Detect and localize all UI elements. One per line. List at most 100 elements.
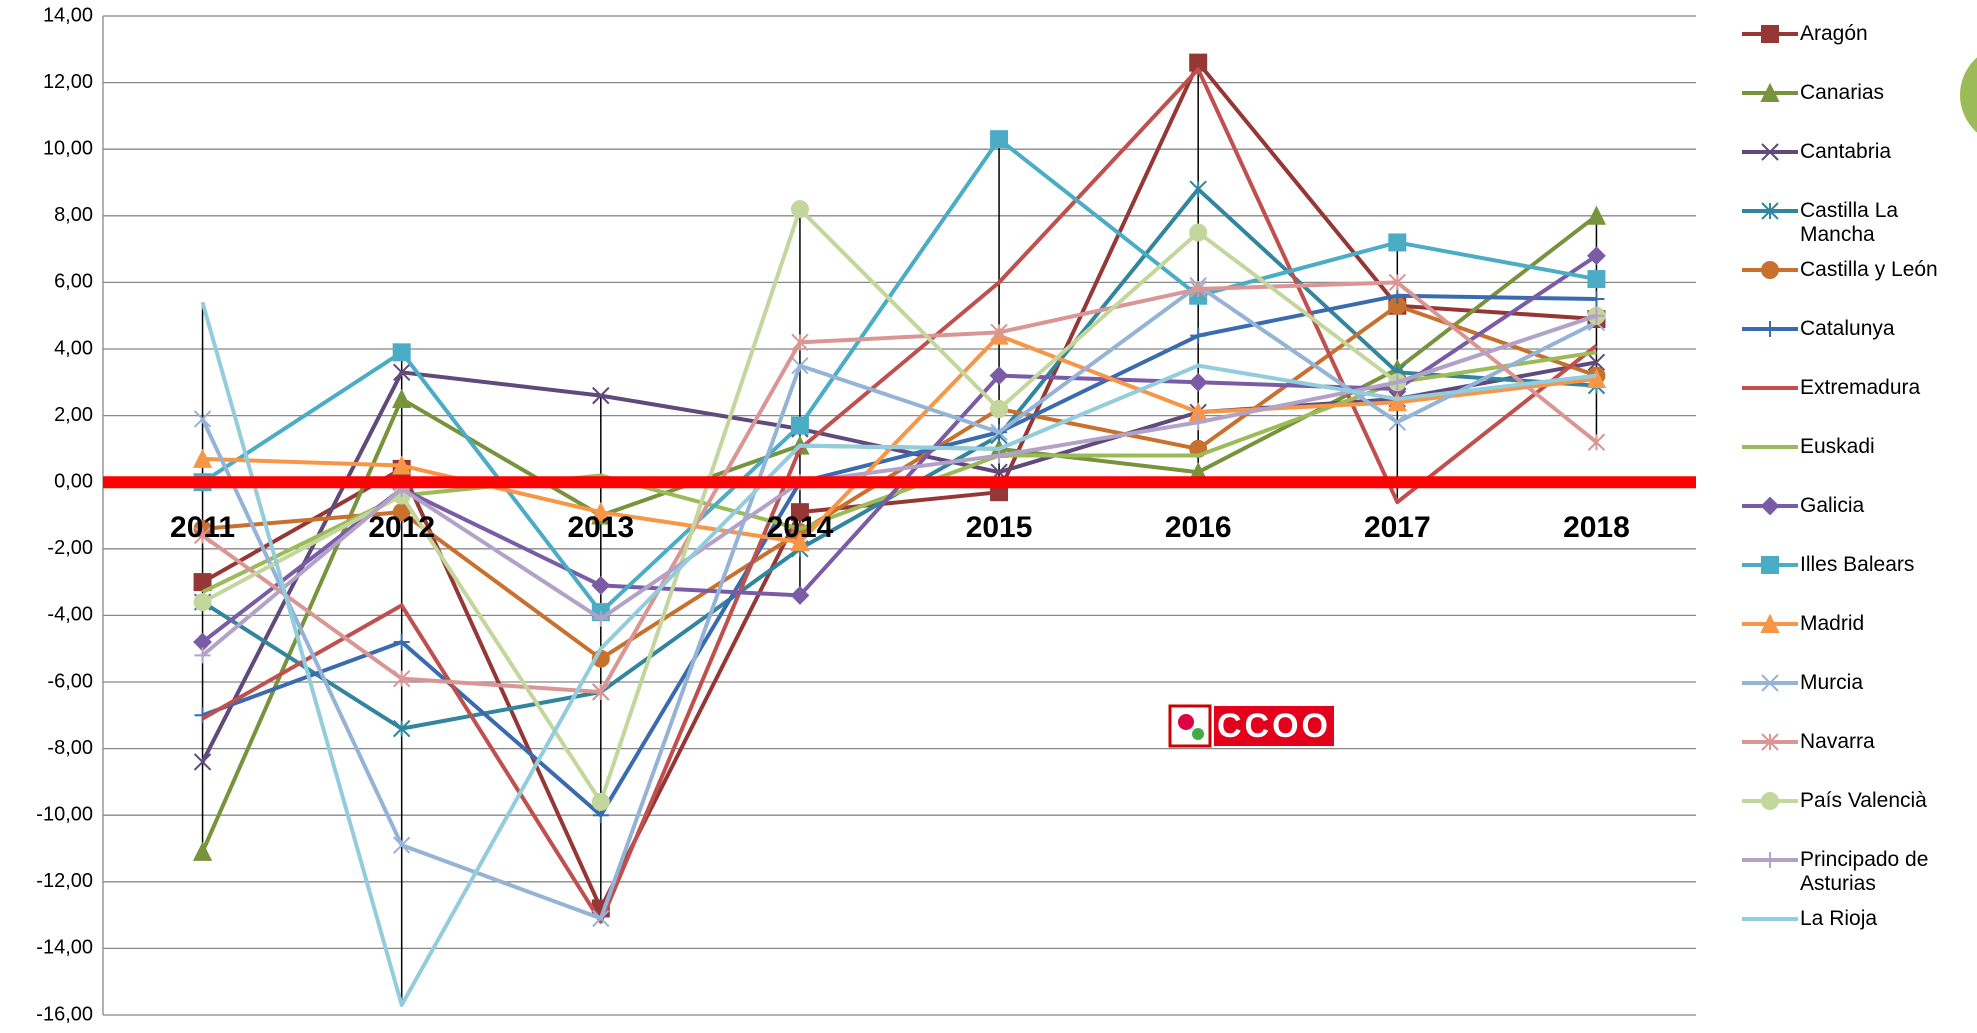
legend-symbol: [1742, 792, 1798, 810]
marker: [392, 669, 411, 688]
x-tick-label: 2014: [767, 511, 834, 544]
marker: [1388, 273, 1407, 292]
marker: [592, 683, 610, 701]
marker: [1761, 556, 1779, 574]
marker: [1587, 270, 1606, 289]
marker: [1762, 321, 1778, 337]
y-tick-label: -16,00: [36, 1003, 93, 1025]
marker: [790, 416, 809, 435]
legend-label: Castilla La Mancha: [1800, 199, 1899, 246]
marker: [1389, 374, 1406, 391]
marker: [1189, 180, 1207, 198]
y-tick-label: 12,00: [43, 71, 93, 93]
marker: [1190, 414, 1207, 431]
y-tick-label: 4,00: [54, 337, 93, 359]
y-tick-label: -2,00: [47, 537, 93, 559]
marker: [1761, 25, 1779, 43]
marker: [193, 526, 212, 545]
marker: [990, 130, 1009, 149]
legend-symbol: [1742, 674, 1798, 692]
legend-label: La Rioja: [1800, 907, 1878, 930]
marker: [1188, 372, 1208, 392]
legend-symbol: [1742, 202, 1798, 220]
logo-icon: [1178, 714, 1194, 730]
y-tick-label: 14,00: [43, 4, 93, 26]
series-line: [200, 283, 1598, 921]
marker: [392, 455, 412, 475]
y-tick-label: 8,00: [54, 204, 93, 226]
y-tick-label: 10,00: [43, 137, 93, 159]
legend-label: Cantabria: [1800, 140, 1892, 163]
marker: [392, 343, 411, 362]
marker: [1587, 433, 1606, 451]
marker: [990, 323, 1008, 342]
marker: [592, 610, 609, 627]
logo-box: [1214, 706, 1334, 746]
legend-symbol: [1742, 25, 1798, 43]
marker: [192, 448, 213, 468]
marker: [790, 531, 810, 552]
marker: [193, 753, 212, 771]
legend-label: Murcia: [1800, 671, 1864, 694]
series-line: [201, 137, 1597, 615]
series-line: [201, 313, 1598, 657]
x-tick-label: 2018: [1563, 511, 1630, 544]
series-line: [201, 293, 1597, 818]
y-tick-label: -4,00: [47, 604, 93, 626]
marker: [1760, 496, 1780, 516]
legend-label: Illes Balears: [1800, 553, 1915, 576]
legend-symbol: [1742, 261, 1798, 279]
legend-symbol: [1742, 613, 1798, 633]
legend-label: Extremadura: [1800, 376, 1921, 399]
legend-symbol: [1742, 386, 1798, 390]
logo: CCOO: [1168, 704, 1334, 748]
marker: [989, 366, 1009, 386]
marker: [791, 333, 809, 352]
marker: [1189, 223, 1208, 242]
series-line: [202, 333, 1597, 545]
marker: [1588, 307, 1605, 324]
x-tick-label: 2017: [1364, 511, 1431, 544]
marker: [192, 841, 213, 861]
legend-symbol: [1742, 143, 1798, 161]
marker: [592, 386, 610, 405]
legend-label: Navarra: [1800, 730, 1875, 753]
x-tick-label: 2012: [368, 511, 435, 544]
marker: [1190, 327, 1207, 344]
legend-label: País Valencià: [1800, 789, 1927, 812]
legend-symbol: [1742, 445, 1798, 449]
marker: [990, 423, 1008, 441]
marker: [591, 576, 611, 595]
legend-label: Galicia: [1800, 494, 1865, 517]
legend-symbol: [1742, 733, 1798, 751]
legend-label: Castilla y León: [1800, 258, 1938, 281]
marker: [791, 356, 809, 375]
marker: [392, 388, 412, 408]
marker: [1388, 413, 1407, 431]
marker: [1761, 733, 1779, 751]
marker: [1761, 202, 1779, 220]
marker: [790, 586, 810, 605]
series-line: [201, 207, 1598, 804]
x-tick-label: 2015: [966, 511, 1033, 544]
x-tick-label: 2011: [170, 511, 235, 544]
series-line: [200, 360, 1597, 763]
legend-symbol: [1742, 496, 1798, 516]
marker: [1761, 792, 1779, 810]
marker: [392, 363, 411, 382]
marker: [591, 792, 610, 811]
marker: [1587, 246, 1606, 266]
marker: [392, 836, 411, 854]
marker: [393, 634, 410, 651]
decoration: [1960, 57, 1977, 133]
y-tick-label: 2,00: [54, 404, 93, 426]
y-tick-label: 6,00: [54, 271, 93, 293]
legend-label: Euskadi: [1800, 435, 1875, 458]
series-line: [200, 301, 1597, 1008]
legend-symbol: [1742, 917, 1798, 921]
legend-label: Aragón: [1800, 22, 1868, 45]
marker: [790, 200, 809, 219]
legend-symbol: [1742, 556, 1798, 574]
x-tick-label: 2016: [1165, 511, 1232, 544]
